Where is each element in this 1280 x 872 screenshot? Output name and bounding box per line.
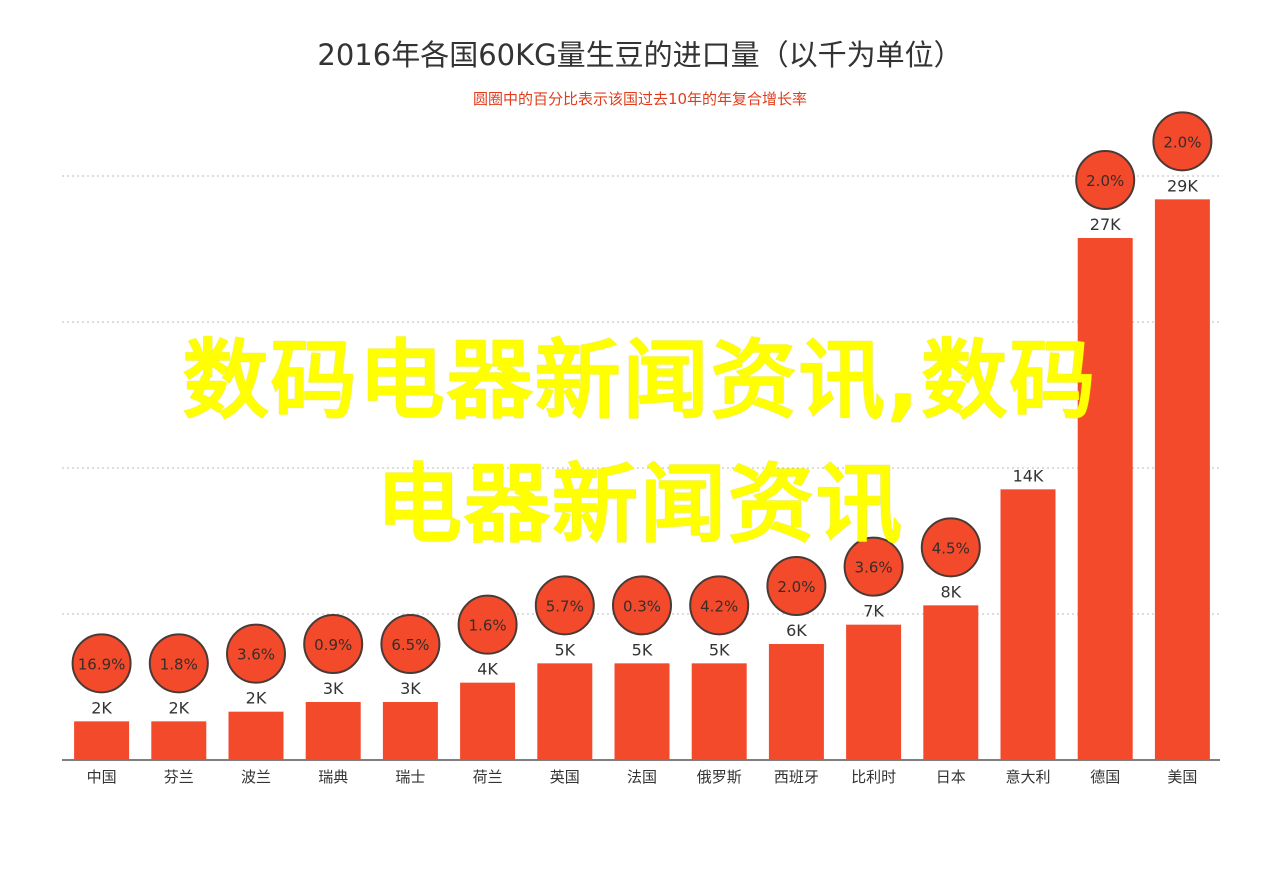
growth-circle xyxy=(612,575,672,636)
growth-label: 2.0% xyxy=(1086,172,1124,190)
growth-label: 2.0% xyxy=(777,578,815,596)
growth-circle xyxy=(303,614,364,674)
growth-label: 6.5% xyxy=(391,636,429,654)
bar xyxy=(614,663,670,760)
x-tick-label: 波兰 xyxy=(241,768,271,786)
x-tick-label: 西班牙 xyxy=(774,768,819,786)
x-tick-label: 日本 xyxy=(936,768,966,786)
growth-label: 4.2% xyxy=(700,597,738,615)
value-label: 14K xyxy=(1013,466,1044,485)
growth-label: 0.3% xyxy=(623,597,661,615)
bar xyxy=(923,605,979,760)
growth-label: 4.5% xyxy=(932,539,970,557)
bar xyxy=(691,663,747,760)
value-label: 5K xyxy=(554,640,575,659)
growth-circle xyxy=(148,633,209,694)
bar xyxy=(1154,199,1210,761)
value-label: 2K xyxy=(246,689,267,708)
x-tick-label: 荷兰 xyxy=(473,768,503,786)
growth-circle xyxy=(457,594,518,655)
growth-circle xyxy=(1075,150,1136,210)
bar xyxy=(846,624,902,760)
growth-label: 2.0% xyxy=(1163,133,1201,151)
value-label: 8K xyxy=(940,582,961,601)
bar xyxy=(228,711,284,760)
x-tick-label: 意大利 xyxy=(1005,768,1050,786)
value-label: 4K xyxy=(477,660,498,679)
value-label: 3K xyxy=(400,679,421,698)
watermark-text-line2: 电器新闻资讯 xyxy=(376,455,904,555)
x-tick-label: 法国 xyxy=(627,768,657,786)
value-label: 5K xyxy=(709,640,730,659)
growth-label: 0.9% xyxy=(314,636,352,654)
bar xyxy=(151,721,207,760)
growth-circle xyxy=(71,633,132,694)
x-tick-label: 芬兰 xyxy=(164,768,194,786)
growth-circle xyxy=(380,614,441,674)
x-tick-label: 英国 xyxy=(550,768,580,786)
bar xyxy=(768,644,824,760)
value-label: 29K xyxy=(1167,176,1198,195)
x-tick-label: 瑞典 xyxy=(318,768,348,786)
watermark-text-line1: 数码电器新闻资讯,数码 xyxy=(182,331,1098,431)
value-label: 7K xyxy=(863,602,884,621)
growth-circle xyxy=(534,575,595,636)
growth-label: 3.6% xyxy=(855,559,893,577)
growth-label: 5.7% xyxy=(546,597,584,615)
value-label: 6K xyxy=(786,621,807,640)
growth-circle xyxy=(226,623,286,684)
growth-label: 1.6% xyxy=(469,617,507,635)
x-tick-label: 中国 xyxy=(87,768,117,786)
growth-circle xyxy=(766,556,827,616)
value-label: 5K xyxy=(632,640,653,659)
bar xyxy=(1077,238,1133,760)
x-tick-label: 美国 xyxy=(1167,768,1197,786)
value-label: 2K xyxy=(91,698,112,717)
growth-circle xyxy=(689,575,750,636)
bar xyxy=(305,702,361,760)
x-tick-label: 瑞士 xyxy=(395,768,425,786)
bar xyxy=(74,721,130,760)
x-tick-label: 比利时 xyxy=(851,768,896,786)
bar xyxy=(1000,489,1056,760)
chart-subtitle: 圆圈中的百分比表示该国过去10年的年复合增长率 xyxy=(472,90,808,108)
growth-circle xyxy=(920,517,981,578)
value-label: 3K xyxy=(323,679,344,698)
growth-circle xyxy=(1152,111,1213,172)
x-tick-label: 德国 xyxy=(1090,768,1120,786)
bar xyxy=(537,663,593,760)
value-label: 2K xyxy=(168,698,189,717)
growth-circle xyxy=(843,536,904,597)
x-tick-label: 俄罗斯 xyxy=(697,768,742,786)
bar xyxy=(460,682,516,760)
growth-label: 16.9% xyxy=(78,655,126,673)
chart-title: 2016年各国60KG量生豆的进口量（以千为单位） xyxy=(317,38,963,72)
value-label: 27K xyxy=(1090,215,1121,234)
growth-label: 3.6% xyxy=(237,646,275,664)
growth-label: 1.8% xyxy=(160,655,198,673)
bar xyxy=(382,702,438,760)
